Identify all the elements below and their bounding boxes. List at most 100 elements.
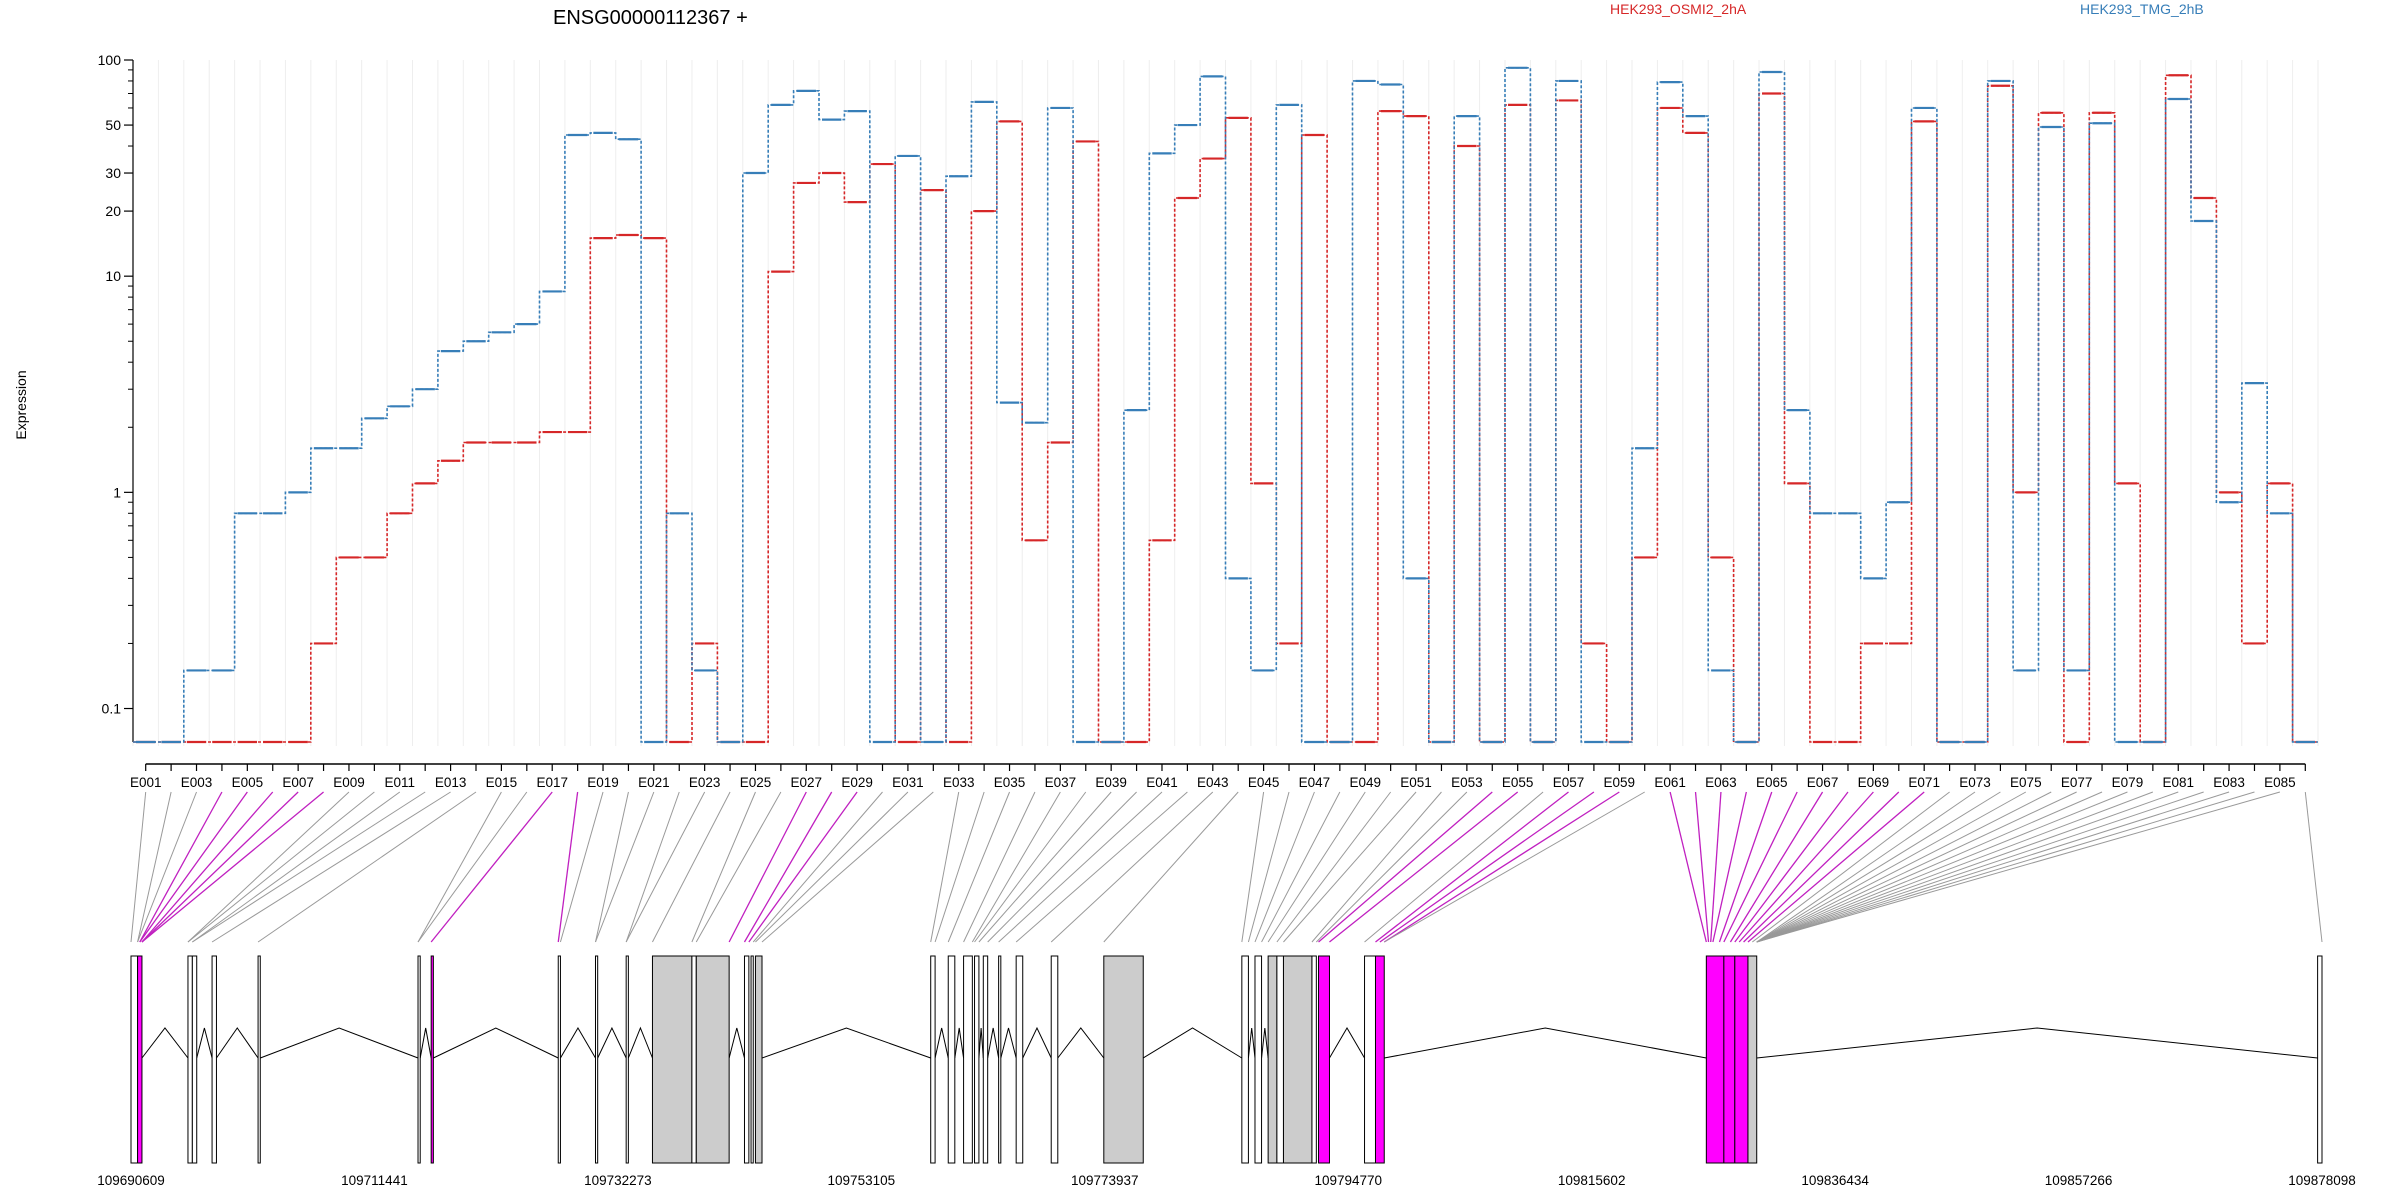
- exon-connector: [625, 791, 680, 943]
- intron-line: [419, 1027, 432, 1059]
- exon-block: [1705, 955, 1725, 1164]
- y-tick-label: 1: [113, 484, 121, 500]
- x-tick-label: E015: [486, 775, 518, 790]
- exon-connector: [141, 791, 324, 943]
- intron-line: [987, 1027, 1000, 1059]
- exon-connector: [1743, 791, 1900, 943]
- exon-connector: [1738, 791, 1874, 943]
- exon-block: [998, 955, 1002, 1164]
- genomic-tick-label: 109753105: [828, 1173, 896, 1188]
- genomic-tick-label: 109836434: [1801, 1173, 1869, 1188]
- exon-connector: [1756, 791, 2027, 943]
- exon-connector: [1729, 791, 1824, 943]
- exon-connector: [974, 791, 1087, 943]
- exon-connector: [187, 791, 375, 943]
- exon-connector: [1276, 791, 1392, 943]
- legend-entry-tmg: HEK293_TMG_2hB: [2080, 1, 2204, 17]
- x-tick-label: E001: [130, 775, 162, 790]
- exon-connector: [1050, 791, 1214, 943]
- intron-line: [196, 1027, 213, 1059]
- exon-block: [1254, 955, 1263, 1164]
- exon-connector: [1756, 791, 2052, 943]
- x-tick-label: E029: [841, 775, 873, 790]
- intron-line: [1261, 1027, 1269, 1059]
- exon-connector: [987, 791, 1137, 943]
- x-tick-label: E017: [536, 775, 568, 790]
- intron-line: [1384, 1027, 1707, 1059]
- exon-block: [1311, 955, 1317, 1164]
- exon-block: [1282, 955, 1313, 1164]
- exon-block: [982, 955, 989, 1164]
- exon-block: [137, 955, 143, 1164]
- intron-line: [1247, 1027, 1256, 1059]
- exon-connector: [1283, 791, 1417, 943]
- exon-connector: [430, 791, 553, 943]
- exon-connector: [211, 791, 451, 943]
- x-tick-label: E021: [638, 775, 670, 790]
- exon-connector: [1315, 791, 1468, 943]
- intron-line: [141, 1027, 189, 1059]
- exon-connector: [1364, 791, 1544, 943]
- x-tick-label: E051: [1400, 775, 1432, 790]
- x-tick-label: E027: [791, 775, 823, 790]
- x-tick-label: E039: [1095, 775, 1127, 790]
- exon-connector: [559, 791, 604, 943]
- x-tick-label: E049: [1349, 775, 1381, 790]
- exon-connector: [192, 791, 401, 943]
- intron-line: [978, 1027, 984, 1059]
- x-tick-label: E075: [2010, 775, 2042, 790]
- genomic-tick-label: 109690609: [97, 1173, 165, 1188]
- y-axis-label: Expression: [13, 370, 29, 439]
- exon-connector: [257, 791, 477, 943]
- exon-connector: [1383, 791, 1620, 943]
- exon-block: [1318, 955, 1330, 1164]
- exon-block: [651, 955, 693, 1164]
- intron-line: [560, 1027, 596, 1059]
- exon-block: [754, 955, 763, 1164]
- exon-connector: [1379, 791, 1595, 943]
- x-tick-label: E065: [1756, 775, 1788, 790]
- exon-connector: [998, 791, 1163, 943]
- exon-connector: [947, 791, 1011, 943]
- x-tick-label: E045: [1248, 775, 1280, 790]
- exon-block: [211, 955, 217, 1164]
- x-tick-label: E019: [587, 775, 619, 790]
- genomic-tick-label: 109815602: [1558, 1173, 1626, 1188]
- exon-block: [191, 955, 198, 1164]
- exon-connector: [1756, 791, 2077, 943]
- exon-connector: [1384, 791, 1645, 943]
- x-tick-label: E043: [1197, 775, 1229, 790]
- genomic-coordinate-axis: 109690609 109711441 109732273 109753105 1097…: [97, 1173, 2356, 1188]
- y-tick-label: 100: [98, 52, 122, 68]
- exon-connector: [141, 791, 299, 943]
- x-tick-label: E067: [1807, 775, 1839, 790]
- x-tick-label: E013: [435, 775, 467, 790]
- exon-connector: [417, 791, 502, 943]
- genomic-tick-label: 109794770: [1314, 1173, 1382, 1188]
- x-tick-label: E059: [1604, 775, 1636, 790]
- exon-connector: [1267, 791, 1366, 943]
- exon-connector: [1694, 791, 1710, 943]
- intron-line: [1000, 1027, 1017, 1059]
- x-tick-label: E055: [1502, 775, 1534, 790]
- x-tick-label: E085: [2264, 775, 2296, 790]
- y-axis: 0.1 1 10 20 30 50 100: [98, 52, 134, 742]
- series-layer: [133, 66, 2318, 744]
- intron-line: [627, 1026, 653, 1059]
- exon-block: [187, 955, 193, 1164]
- exon-block: [974, 955, 980, 1164]
- exon-connector: [417, 791, 528, 943]
- x-tick-label: E023: [689, 775, 721, 790]
- exon-block: [1241, 955, 1249, 1164]
- x-tick-label: E033: [943, 775, 975, 790]
- x-tick-label: E063: [1705, 775, 1737, 790]
- exon-connector: [1318, 791, 1493, 943]
- exon-connector: [139, 791, 223, 943]
- x-tick-label: E005: [232, 775, 264, 790]
- exon-connector: [1247, 791, 1290, 943]
- exon-block: [557, 955, 561, 1164]
- exon-connector: [1311, 791, 1442, 943]
- exon-connector: [139, 791, 248, 943]
- exon-connector: [752, 791, 883, 943]
- exon-connector: [1756, 791, 2103, 943]
